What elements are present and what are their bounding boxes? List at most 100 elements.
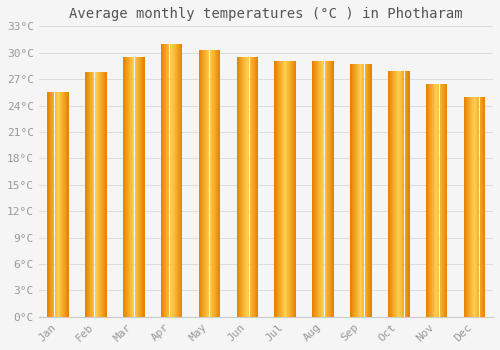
Bar	[369, 64, 370, 317]
Bar	[432, 84, 433, 317]
Bar	[363, 64, 364, 317]
Bar	[179, 44, 180, 317]
Bar	[55, 92, 56, 317]
Bar	[253, 57, 254, 317]
Bar	[315, 62, 316, 317]
Bar	[434, 84, 435, 317]
Bar	[214, 50, 215, 317]
Bar	[104, 72, 106, 317]
Bar	[390, 71, 391, 317]
Bar	[352, 64, 353, 317]
Bar	[401, 71, 402, 317]
Bar	[333, 62, 334, 317]
Bar	[319, 62, 320, 317]
Bar	[322, 62, 323, 317]
Bar	[483, 97, 484, 317]
Bar	[246, 57, 248, 317]
Bar	[124, 57, 125, 317]
Bar	[58, 92, 59, 317]
Bar	[275, 62, 276, 317]
Bar	[398, 71, 399, 317]
Bar	[443, 84, 444, 317]
Bar	[284, 62, 285, 317]
Bar	[481, 97, 482, 317]
Bar	[206, 50, 208, 317]
Bar	[142, 57, 143, 317]
Bar	[62, 92, 63, 317]
Bar	[435, 84, 436, 317]
Bar	[368, 64, 369, 317]
Bar	[428, 84, 430, 317]
Bar	[446, 84, 448, 317]
Bar	[136, 57, 138, 317]
Bar	[332, 62, 333, 317]
Bar	[61, 92, 62, 317]
Bar	[399, 71, 400, 317]
Bar	[329, 62, 330, 317]
Bar	[366, 64, 368, 317]
Bar	[312, 62, 313, 317]
Bar	[208, 50, 209, 317]
Bar	[211, 50, 212, 317]
Bar	[131, 57, 132, 317]
Bar	[96, 72, 98, 317]
Bar	[53, 92, 54, 317]
Bar	[440, 84, 441, 317]
Bar	[392, 71, 393, 317]
Bar	[135, 57, 136, 317]
Bar	[172, 44, 173, 317]
Bar	[282, 62, 283, 317]
Bar	[359, 64, 360, 317]
Bar	[445, 84, 446, 317]
Bar	[98, 72, 99, 317]
Bar	[56, 92, 58, 317]
Bar	[202, 50, 203, 317]
Bar	[465, 97, 466, 317]
Bar	[174, 44, 175, 317]
Bar	[436, 84, 438, 317]
Bar	[353, 64, 354, 317]
Bar	[213, 50, 214, 317]
Bar	[404, 71, 405, 317]
Bar	[181, 44, 182, 317]
Bar	[364, 64, 365, 317]
Bar	[176, 44, 178, 317]
Bar	[388, 71, 390, 317]
Bar	[162, 44, 163, 317]
Bar	[294, 62, 295, 317]
Bar	[285, 62, 286, 317]
Bar	[180, 44, 181, 317]
Bar	[330, 62, 331, 317]
Bar	[170, 44, 171, 317]
Bar	[439, 84, 440, 317]
Bar	[123, 57, 124, 317]
Bar	[484, 97, 485, 317]
Bar	[125, 57, 126, 317]
Bar	[134, 57, 135, 317]
Bar	[163, 44, 164, 317]
Bar	[164, 44, 165, 317]
Bar	[140, 57, 141, 317]
Bar	[219, 50, 220, 317]
Bar	[475, 97, 476, 317]
Bar	[403, 71, 404, 317]
Bar	[243, 57, 244, 317]
Bar	[280, 62, 281, 317]
Bar	[370, 64, 371, 317]
Bar	[54, 92, 55, 317]
Bar	[52, 92, 53, 317]
Bar	[316, 62, 318, 317]
Bar	[249, 57, 250, 317]
Bar	[286, 62, 288, 317]
Bar	[408, 71, 409, 317]
Bar	[210, 50, 211, 317]
Bar	[236, 57, 238, 317]
Bar	[472, 97, 473, 317]
Bar	[391, 71, 392, 317]
Bar	[444, 84, 445, 317]
Bar	[99, 72, 100, 317]
Bar	[138, 57, 139, 317]
Bar	[49, 92, 50, 317]
Bar	[63, 92, 64, 317]
Bar	[433, 84, 434, 317]
